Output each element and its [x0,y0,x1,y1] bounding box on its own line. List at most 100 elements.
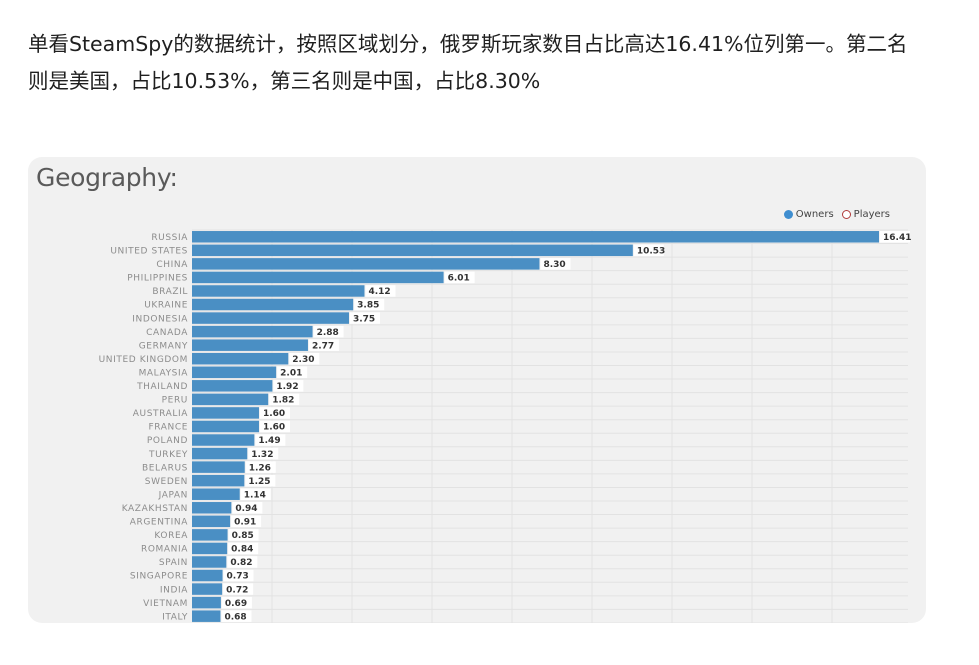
value-label: 0.68 [224,612,246,622]
value-label: 2.01 [280,368,302,378]
category-label: THAILAND [136,382,188,392]
bar[interactable] [192,366,277,379]
bar[interactable] [192,325,313,338]
bar[interactable] [192,502,232,514]
category-label: CHINA [156,260,188,270]
category-label: ARGENTINA [130,518,188,528]
category-label: SWEDEN [145,477,188,487]
category-label: INDIA [160,585,188,595]
category-label: KOREA [154,531,188,541]
value-label: 8.30 [543,260,565,270]
bar[interactable] [192,352,289,365]
bar[interactable] [192,488,240,500]
value-label-bg [540,258,571,270]
category-label: AUSTRALIA [133,409,188,419]
value-label-bg [633,244,664,257]
bar[interactable] [192,407,259,419]
bar[interactable] [192,461,245,473]
value-label: 2.30 [292,355,314,365]
value-label-bg [354,298,385,311]
bar[interactable] [192,393,269,406]
bar[interactable] [192,285,365,297]
category-label: GERMANY [139,341,188,351]
value-label: 1.82 [272,396,294,406]
category-label: POLAND [147,436,188,446]
value-label-bg [228,529,259,541]
category-label: ROMANIA [141,545,188,555]
value-label-bg [365,285,396,297]
value-label-bg [227,556,258,568]
value-label: 0.73 [227,572,249,582]
value-label-bg [245,461,276,473]
value-label: 2.88 [317,328,339,338]
bar[interactable] [192,312,349,324]
geography-bar-chart: RUSSIA 16.41 UNITED STATES 10.53 CHINA 8.30 PH… [99,229,911,623]
bar[interactable] [192,529,228,541]
category-label: RUSSIA [151,233,188,243]
value-label: 4.12 [368,287,390,297]
value-label-bg [273,380,304,392]
value-label: 0.85 [232,531,254,541]
bar[interactable] [192,298,354,311]
bar[interactable] [192,556,227,568]
legend-players-dot-icon [841,210,851,219]
bar[interactable] [192,474,245,487]
value-label-bg [255,434,286,446]
bar[interactable] [192,244,633,257]
category-label: CANADA [146,328,188,338]
category-label: FRANCE [148,423,188,433]
value-label-bg [444,271,475,284]
category-label: SINGAPORE [130,572,188,582]
bar[interactable] [192,569,223,582]
category-label: INDONESIA [132,314,188,324]
bar[interactable] [192,339,308,351]
value-label: 0.69 [225,599,247,609]
bar[interactable] [192,231,879,243]
value-label: 0.72 [226,585,248,595]
value-label: 1.92 [276,382,298,392]
bar[interactable] [192,258,540,270]
value-label-bg [308,339,339,351]
value-label-bg [223,569,254,582]
category-label: JAPAN [158,490,188,500]
category-label: SPAIN [159,558,188,568]
legend-item-players[interactable]: Players [841,209,890,220]
bar[interactable] [192,596,221,609]
legend-item-owners[interactable]: Owners [783,209,834,220]
value-label-bg [221,610,252,622]
bar[interactable] [192,271,444,284]
bar[interactable] [192,447,248,460]
category-label: UKRAINE [144,301,188,311]
bar[interactable] [192,610,221,622]
value-label: 1.60 [263,423,285,433]
category-label: ITALY [162,612,188,622]
value-label-bg [349,312,380,324]
value-label: 0.82 [230,558,252,568]
legend-players-label: Players [853,209,890,220]
value-label-bg [248,447,279,460]
value-label-bg [228,542,259,555]
value-label: 3.75 [353,314,375,324]
value-label: 1.25 [248,477,270,487]
category-label: UNITED KINGDOM [99,355,188,365]
bar[interactable] [192,434,255,446]
value-label-bg [259,420,290,433]
category-label: MALAYSIA [139,368,189,378]
bar[interactable] [192,515,231,528]
bar[interactable] [192,583,223,595]
value-label: 0.94 [235,504,257,514]
bar[interactable] [192,420,259,433]
value-label-bg [231,515,262,528]
bar[interactable] [192,542,228,555]
value-label-bg [240,488,271,500]
bar[interactable] [192,380,273,392]
value-label: 6.01 [448,274,470,284]
value-label-bg [313,325,344,338]
value-label: 2.77 [312,341,334,351]
value-label: 1.26 [249,463,271,473]
value-label-bg [880,231,910,243]
chart-title: Geography: [36,163,178,192]
value-label-bg [259,407,290,419]
category-label: PHILIPPINES [127,274,188,284]
value-label: 16.41 [883,233,911,243]
